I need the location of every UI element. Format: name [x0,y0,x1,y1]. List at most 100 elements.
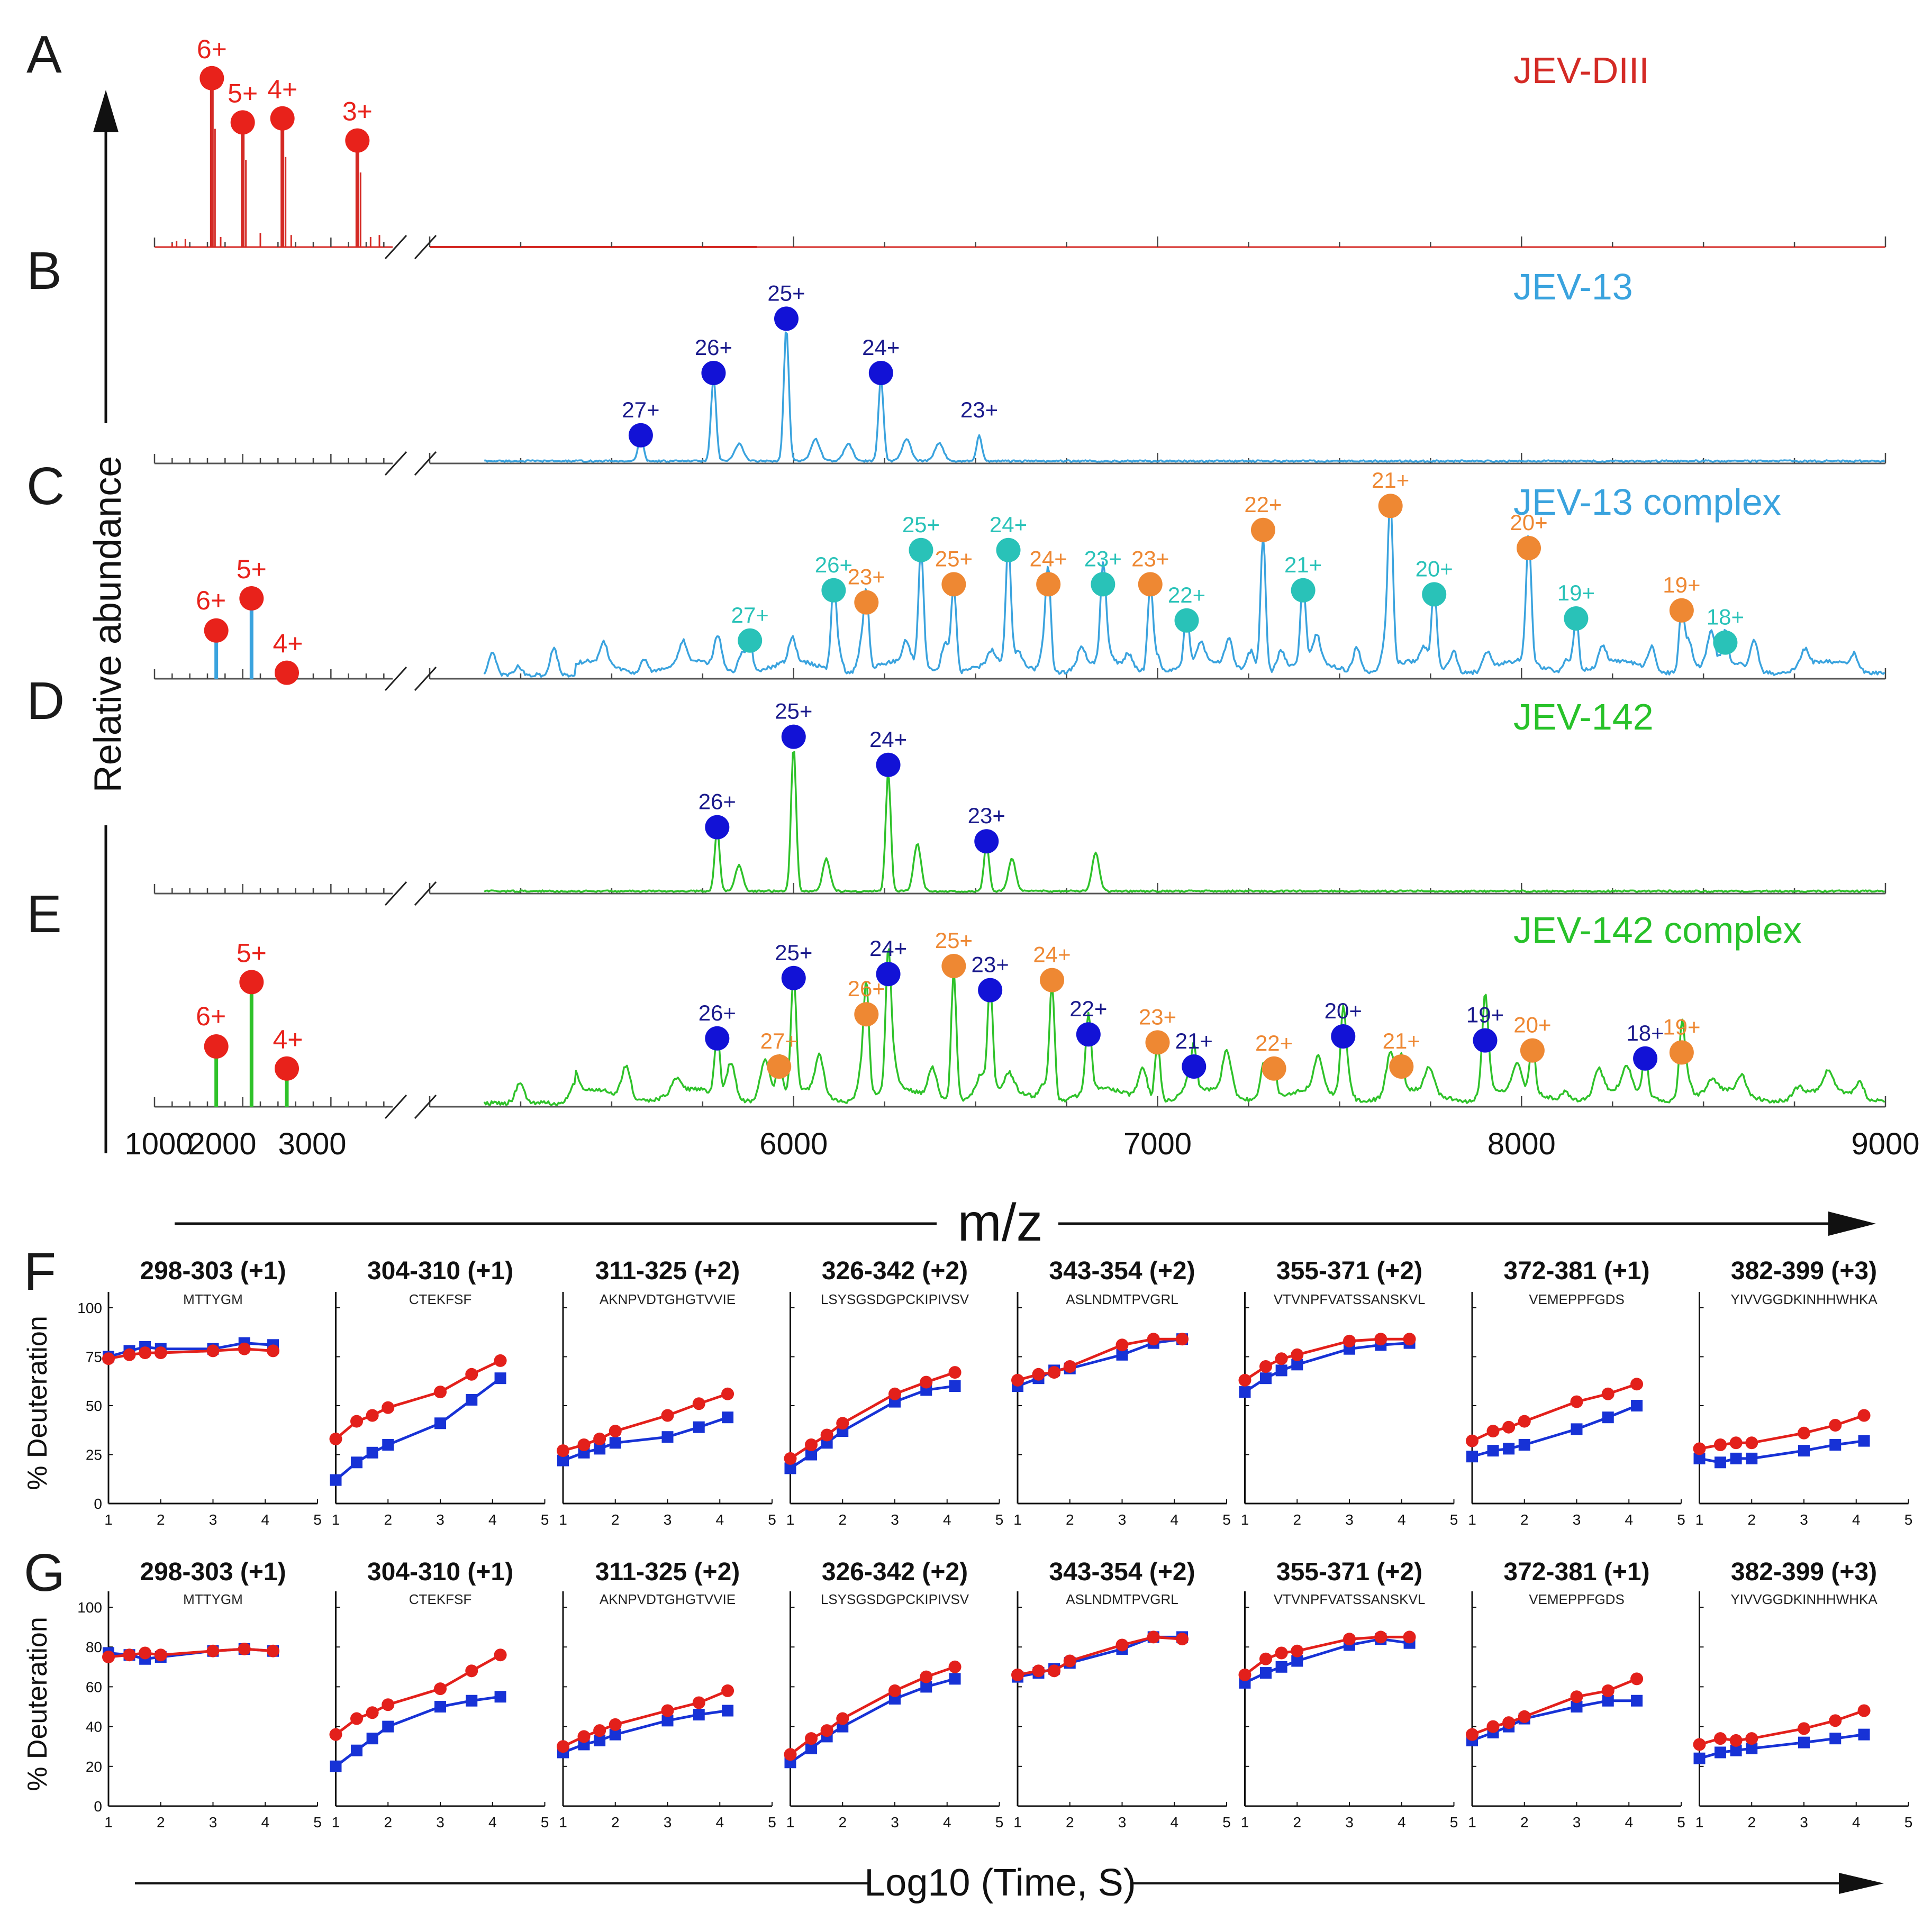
peak-label: 23+ [1131,546,1169,571]
peak-marker [876,752,901,777]
red-series-point [382,1698,395,1711]
hdx-x-tick-label: 2 [1520,1511,1529,1528]
red-series-point [434,1682,447,1696]
red-series-point [609,1718,622,1731]
hdx-panel-G-6: 355-371 (+2) VTVNPFVATSSANSKVL 1 2 3 4 5 [1238,1558,1458,1830]
red-series-point [154,1648,167,1662]
blue-series-point [1829,1439,1842,1451]
x-tick-label: 3000 [278,1127,346,1161]
red-series-point [1374,1333,1387,1346]
hdx-panel-title: 298-303 (+1) [140,1257,286,1285]
hdx-x-tick-label: 4 [488,1814,497,1830]
hdx-x-tick-label: 4 [943,1814,951,1830]
red-series-point [692,1696,705,1709]
peak-marker [876,962,901,987]
peak-marker [1378,494,1403,518]
hdx-panel-title: 326-342 (+2) [822,1558,968,1586]
axis-break-mark [384,666,407,691]
hdx-x-title: Log10 (Time, S) [864,1862,1136,1904]
red-series-point [1011,1668,1024,1681]
hdx-x-tick-label: 4 [715,1814,724,1830]
peak-marker [854,590,879,615]
red-series-point [1032,1368,1045,1381]
red-series-point [139,1646,152,1660]
hdx-x-tick-label: 2 [157,1814,165,1830]
peak-label: 3+ [342,97,373,126]
hdx-y-tick-label: 0 [94,1798,102,1815]
red-series-point [382,1401,395,1414]
red-series-point [1798,1426,1810,1440]
hdx-panel-sequence: CTEKFSF [409,1291,471,1307]
peak-label: 26+ [699,789,736,814]
peak-marker [909,538,933,562]
blue-series-point [494,1372,506,1384]
red-series-point [820,1428,833,1442]
red-series-point [494,1648,507,1662]
blue-series-point [1487,1445,1499,1457]
red-series-point [465,1368,478,1381]
red-series-point [1857,1409,1871,1422]
hdx-y-title-group: % Deuteration [22,1617,53,1791]
red-series-point [350,1415,363,1428]
hdx-y-tick-label: 20 [86,1759,102,1775]
hdx-panel-title: 355-371 (+2) [1276,1558,1422,1586]
blue-series-point [382,1439,394,1451]
peak-marker [821,578,846,603]
blue-series-point [1518,1439,1530,1451]
peak-label: 21+ [1175,1028,1213,1053]
peak-marker [738,628,763,653]
series-title-E: JEV-142 complex [1513,909,1802,951]
red-series-point [1729,1436,1743,1450]
peak-label: 25+ [775,940,812,965]
peak-marker [1182,1054,1207,1079]
hdx-x-tick-label: 1 [1241,1511,1249,1528]
series-title-D: JEV-142 [1513,696,1654,737]
peak-marker [1633,1046,1658,1071]
red-series-point [267,1344,280,1358]
red-series-point [1693,1738,1706,1751]
red-series-point [1502,1716,1516,1729]
hdx-x-tick-label: 3 [664,1814,672,1830]
peak-label: 27+ [622,397,659,422]
peak-marker [239,970,264,995]
red-series-point [1115,1638,1129,1652]
hdx-x-tick-label: 1 [104,1511,113,1528]
blue-series-point [1746,1452,1758,1464]
red-series-point [1466,1434,1479,1447]
red-series-point [805,1732,818,1745]
peak-marker [275,1056,299,1081]
peak-label: 25+ [775,699,812,724]
red-series-point [1486,1720,1500,1733]
hdx-panel-title: 304-310 (+1) [367,1558,513,1586]
peak-marker [705,1026,730,1051]
hdx-x-tick-label: 3 [1118,1814,1127,1830]
blue-series-point [661,1431,674,1443]
red-series-point [1176,1333,1189,1346]
red-series-point [238,1342,251,1355]
axis-break-mark [414,451,437,476]
y-axis-title-group: Relative abundance [87,423,131,825]
hdx-x-tick-label: 3 [664,1511,672,1528]
blue-series-point [1260,1372,1272,1384]
panel-letter-F: F [24,1242,56,1301]
blue-series-point [382,1720,394,1733]
peak-marker [1669,598,1694,623]
red-series-point [434,1386,447,1399]
peak-label: 20+ [1513,1013,1551,1037]
blue-series-point [784,1462,796,1474]
red-series-point [692,1397,705,1410]
hdx-x-tick-label: 1 [1013,1814,1022,1830]
peak-marker [1138,572,1163,597]
red-series-point [577,1730,591,1743]
hdx-x-tick-label: 1 [1468,1814,1476,1830]
peak-label: 20+ [1510,510,1547,535]
peak-label: 25+ [935,546,973,571]
peak-marker [941,954,966,978]
hdx-x-tick-label: 3 [436,1814,445,1830]
hdx-x-tick-label: 5 [541,1814,549,1830]
peak-label: 21+ [1284,552,1322,577]
blue-series-point [1275,1661,1287,1673]
